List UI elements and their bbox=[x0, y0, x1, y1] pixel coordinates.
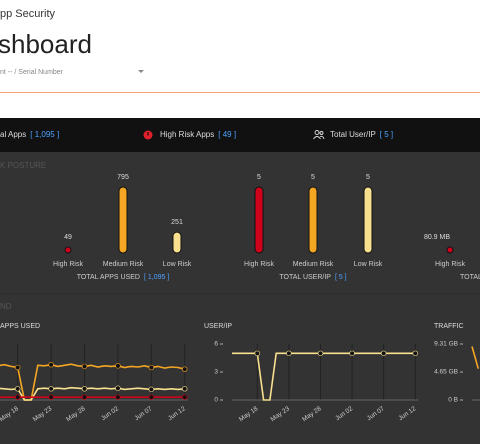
value-label: 80.9 MB bbox=[424, 234, 450, 241]
risk-bar bbox=[254, 186, 264, 254]
user-icon bbox=[313, 130, 325, 140]
trend-dot bbox=[148, 364, 155, 371]
footer-label: TOTAL bbox=[460, 274, 480, 281]
category-label: Low Risk bbox=[354, 261, 383, 268]
breadcrumb: nt -- / Serial Number bbox=[0, 69, 64, 76]
trend-dot bbox=[48, 394, 54, 400]
category-label: High Risk bbox=[244, 261, 274, 268]
trend-dot bbox=[412, 350, 418, 357]
footer-value: [ 1,095 ] bbox=[144, 274, 169, 281]
risk-bar bbox=[363, 186, 373, 254]
summary-bar bbox=[0, 118, 480, 152]
risk-bar bbox=[308, 186, 318, 254]
trend-dot bbox=[81, 386, 88, 392]
summary-item: High Risk Apps [ 49 ] bbox=[160, 130, 236, 139]
summary-label: High Risk Apps bbox=[160, 130, 214, 139]
trend-dot bbox=[48, 386, 54, 392]
trend-line bbox=[471, 346, 480, 369]
footer-label: TOTAL APPS USED bbox=[77, 274, 140, 281]
y-tick-label: 4.65 GB bbox=[434, 369, 458, 376]
trend-dot bbox=[148, 386, 155, 393]
trend-dot bbox=[115, 363, 121, 369]
summary-value: [ 1,095 ] bbox=[30, 130, 59, 139]
trend-dot bbox=[148, 394, 155, 400]
value-label: 5 bbox=[311, 174, 315, 181]
y-tick-label: 3 bbox=[214, 369, 218, 376]
footer-label: TOTAL USER/IP bbox=[279, 274, 331, 281]
trend-dot bbox=[286, 350, 292, 357]
y-tick-label: 6 bbox=[214, 341, 218, 348]
value-label: 49 bbox=[64, 234, 72, 241]
category-label: High Risk bbox=[435, 261, 465, 268]
section-title: K POSTURE bbox=[0, 161, 46, 170]
footer-value: [ 5 ] bbox=[335, 274, 347, 281]
summary-item: TOTAL APPS USED [ 1,095 ] bbox=[77, 274, 170, 281]
trend-dot bbox=[182, 366, 188, 372]
trend-dot bbox=[115, 385, 121, 391]
summary-item: al Apps [ 1,095 ] bbox=[0, 130, 59, 139]
content-bg bbox=[0, 152, 480, 444]
category-label: Low Risk bbox=[163, 261, 192, 268]
risk-dot bbox=[446, 246, 454, 254]
summary-item: TOTAL USER/IP [ 5 ] bbox=[279, 274, 346, 281]
trend-dot bbox=[182, 394, 188, 400]
trend-dot bbox=[48, 362, 54, 368]
y-tick-label: 0 bbox=[214, 397, 218, 404]
category-label: Medium Risk bbox=[293, 261, 334, 268]
trend-dot bbox=[182, 386, 188, 392]
chart-title: TRAFFIC bbox=[434, 323, 464, 330]
header-bg bbox=[0, 0, 480, 118]
summary-value: [ 5 ] bbox=[380, 130, 393, 139]
alert-mark bbox=[147, 132, 149, 136]
summary-item: Total User/IP [ 5 ] bbox=[330, 130, 393, 139]
app-name: pp Security bbox=[0, 8, 56, 20]
risk-dot bbox=[64, 246, 72, 254]
trend-dot bbox=[115, 394, 121, 400]
y-tick-label: 0 B bbox=[448, 397, 458, 404]
risk-bar bbox=[172, 231, 182, 254]
category-label: Medium Risk bbox=[103, 261, 144, 268]
y-tick-label: 9.31 GB bbox=[434, 341, 458, 348]
value-label: 5 bbox=[257, 174, 261, 181]
trend-dot bbox=[349, 350, 355, 357]
dropdown-caret[interactable] bbox=[138, 70, 144, 73]
category-label: High Risk bbox=[53, 261, 83, 268]
section-title: ND bbox=[0, 302, 12, 311]
summary-label: al Apps bbox=[0, 130, 26, 139]
value-label: 251 bbox=[171, 219, 183, 226]
summary-value: [ 49 ] bbox=[218, 130, 236, 139]
trend-dot bbox=[317, 350, 324, 357]
value-label: 5 bbox=[366, 174, 370, 181]
trend-dot bbox=[15, 386, 21, 392]
trend-dot bbox=[15, 394, 21, 400]
summary-label: Total User/IP bbox=[330, 130, 376, 139]
page-title: shboard bbox=[0, 29, 92, 59]
trend-dot bbox=[15, 364, 21, 371]
chart-title: USER/IP bbox=[204, 323, 232, 330]
trend-dot bbox=[380, 350, 387, 357]
risk-bar bbox=[118, 186, 128, 254]
trend-dot bbox=[254, 350, 260, 357]
chart-title: APPS USED bbox=[0, 323, 40, 330]
value-label: 795 bbox=[117, 174, 129, 181]
trend-dot bbox=[81, 363, 88, 370]
trend-dot bbox=[81, 394, 88, 400]
